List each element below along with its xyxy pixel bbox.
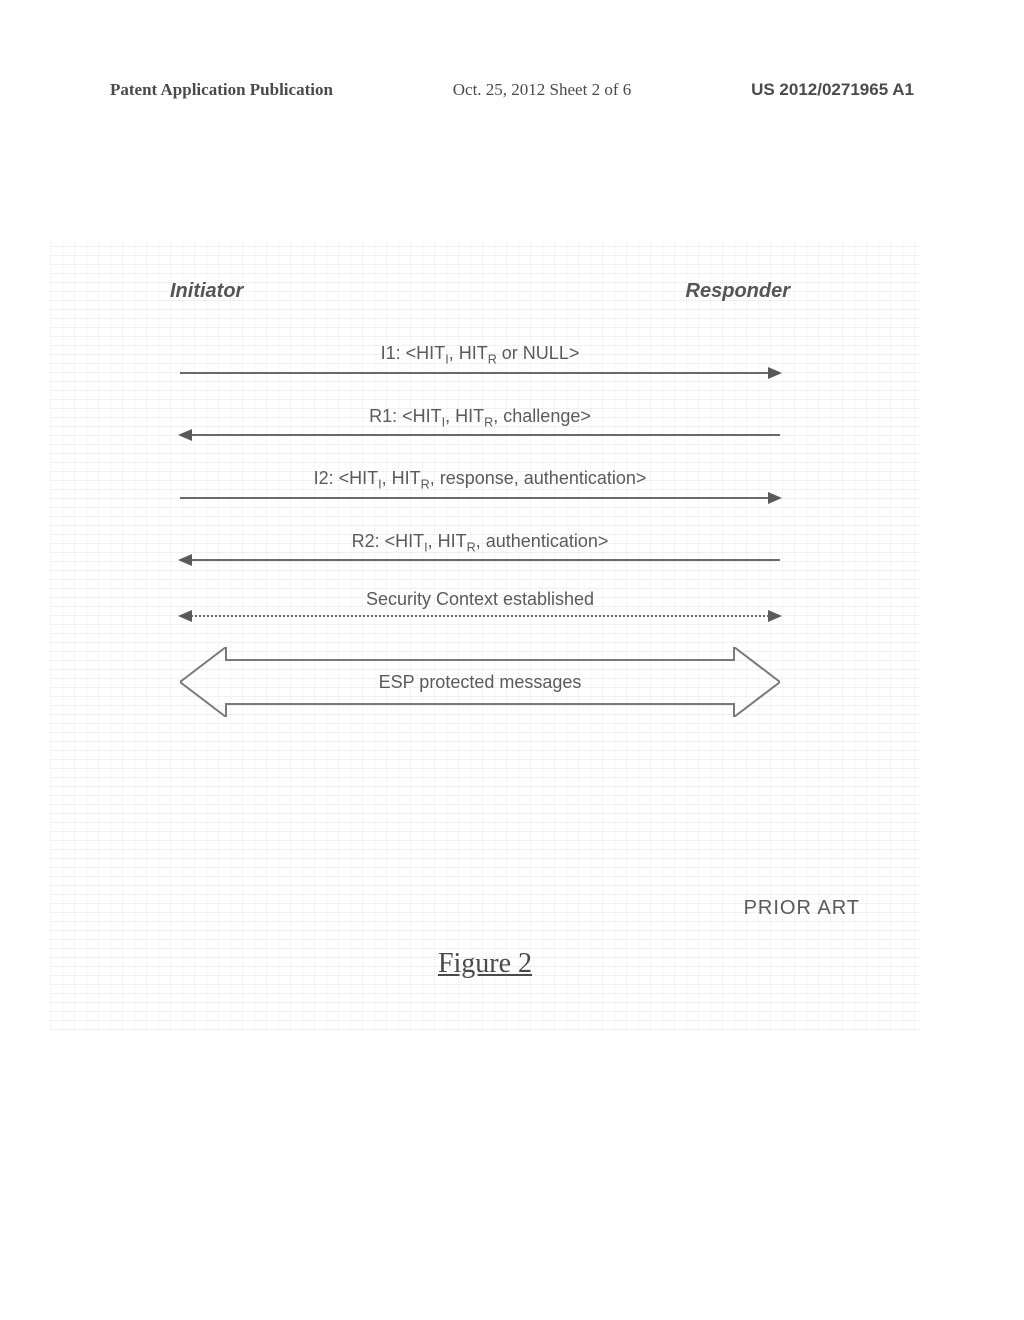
msg-sub: R — [484, 415, 493, 429]
arrow-right-icon — [180, 372, 780, 374]
arrow-head-left-icon — [178, 554, 192, 566]
figure-label: Figure 2 — [438, 948, 532, 980]
msg-text: , authentication> — [476, 531, 609, 551]
message-r2: R2: <HITI, HITR, authentication> — [150, 531, 810, 562]
msg-sub: R — [488, 353, 497, 367]
arrow-head-right-icon — [768, 492, 782, 504]
msg-text: , challenge> — [493, 406, 591, 426]
arrow-double-dotted-icon — [180, 615, 780, 617]
message-i2-label: I2: <HITI, HITR, response, authenticatio… — [180, 468, 780, 492]
header-patent-number: US 2012/0271965 A1 — [751, 80, 914, 100]
arrow-left-icon — [180, 434, 780, 436]
arrow-head-right-icon — [768, 610, 782, 622]
msg-text: , HIT — [449, 343, 488, 363]
arrow-left-icon — [180, 559, 780, 561]
actor-responder: Responder — [686, 280, 790, 303]
message-i1-label: I1: <HITI, HITR or NULL> — [180, 343, 780, 367]
message-r1-label: R1: <HITI, HITR, challenge> — [180, 406, 780, 430]
wide-arrow-head-right-icon — [733, 647, 780, 717]
arrow-head-right-icon — [768, 367, 782, 379]
msg-sub: R — [467, 540, 476, 554]
sequence-diagram: Initiator Responder I1: <HITI, HITR or N… — [150, 270, 810, 970]
msg-text: , HIT — [428, 531, 467, 551]
msg-text: , HIT — [382, 468, 421, 488]
arrow-right-icon — [180, 497, 780, 499]
actors-row: Initiator Responder — [150, 270, 810, 303]
msg-text: R1: <HIT — [369, 406, 442, 426]
msg-text: , response, authentication> — [430, 468, 647, 488]
message-i1: I1: <HITI, HITR or NULL> — [150, 343, 810, 374]
message-r1: R1: <HITI, HITR, challenge> — [150, 406, 810, 437]
message-security-context: Security Context established — [150, 589, 810, 617]
sequence-diagram-container: Initiator Responder I1: <HITI, HITR or N… — [50, 240, 920, 1030]
wide-double-arrow-icon: ESP protected messages — [180, 647, 780, 717]
prior-art-label: PRIOR ART — [744, 897, 860, 920]
esp-protected-label: ESP protected messages — [379, 672, 582, 693]
msg-text: or NULL> — [497, 343, 580, 363]
patent-page: Patent Application Publication Oct. 25, … — [0, 0, 1024, 1320]
msg-sub: R — [421, 478, 430, 492]
actor-initiator: Initiator — [170, 280, 243, 303]
header-date-sheet: Oct. 25, 2012 Sheet 2 of 6 — [453, 80, 631, 100]
wide-arrow-body: ESP protected messages — [225, 659, 735, 705]
message-i2: I2: <HITI, HITR, response, authenticatio… — [150, 468, 810, 499]
msg-text: R2: <HIT — [352, 531, 425, 551]
security-context-label: Security Context established — [180, 589, 780, 610]
header-row: Patent Application Publication Oct. 25, … — [110, 80, 914, 100]
header-publication-label: Patent Application Publication — [110, 80, 333, 100]
page-header: Patent Application Publication Oct. 25, … — [0, 80, 1024, 100]
msg-text: , HIT — [445, 406, 484, 426]
msg-text: I1: <HIT — [381, 343, 446, 363]
arrow-head-left-icon — [178, 610, 192, 622]
message-esp-protected: ESP protected messages — [150, 647, 810, 717]
message-r2-label: R2: <HITI, HITR, authentication> — [180, 531, 780, 555]
arrow-head-left-icon — [178, 429, 192, 441]
wide-arrow-head-left-icon — [180, 647, 227, 717]
msg-text: I2: <HIT — [314, 468, 379, 488]
